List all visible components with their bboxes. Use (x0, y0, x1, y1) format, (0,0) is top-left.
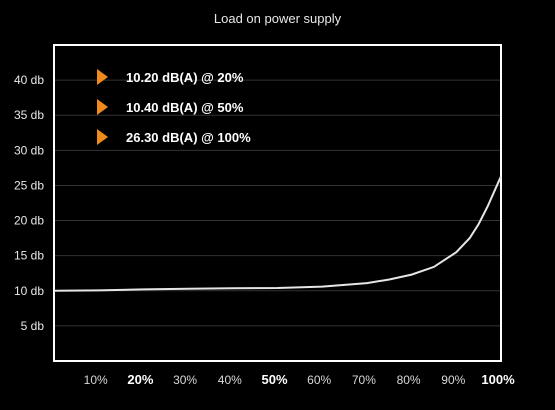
x-tick-label: 50% (261, 372, 287, 387)
annotation-list: 10.20 dB(A) @ 20% 10.40 dB(A) @ 50% 26.30 … (97, 69, 251, 145)
y-tick-label: 20 db (14, 214, 44, 228)
x-tick-label: 90% (441, 373, 465, 387)
annotation-label: 10.20 dB(A) @ 20% (126, 70, 244, 85)
annotation-marker-icon (97, 69, 108, 85)
annotation-label: 26.30 dB(A) @ 100% (126, 130, 251, 145)
y-tick-label: 35 db (14, 108, 44, 122)
y-tick-label: 40 db (14, 73, 44, 87)
series-line (53, 175, 502, 292)
grid-lines (54, 79, 501, 327)
y-axis-ticks: 5 db 10 db 15 db 20 db 25 db 30 db 35 db 40 db (14, 73, 44, 333)
x-axis-ticks: 10% 20% 30% 40% 50% 60% 70% 80% 90% 100% (84, 372, 515, 387)
x-tick-label: 100% (481, 372, 515, 387)
plot-frame (53, 44, 502, 362)
annotation-marker-icon (97, 129, 108, 145)
annotation-marker-icon (97, 99, 108, 115)
y-tick-label: 10 db (14, 284, 44, 298)
x-tick-label: 20% (127, 372, 153, 387)
annotation-label: 10.40 dB(A) @ 50% (126, 100, 244, 115)
y-tick-label: 30 db (14, 143, 44, 157)
y-tick-label: 15 db (14, 249, 44, 263)
x-tick-label: 80% (397, 373, 421, 387)
x-tick-label: 40% (218, 373, 242, 387)
y-tick-label: 5 db (21, 319, 45, 333)
chart-title: Load on power supply (213, 11, 342, 26)
x-tick-label: 30% (173, 373, 197, 387)
x-tick-label: 60% (307, 373, 331, 387)
x-tick-label: 70% (352, 373, 376, 387)
x-tick-label: 10% (84, 373, 108, 387)
y-tick-label: 25 db (14, 178, 44, 192)
